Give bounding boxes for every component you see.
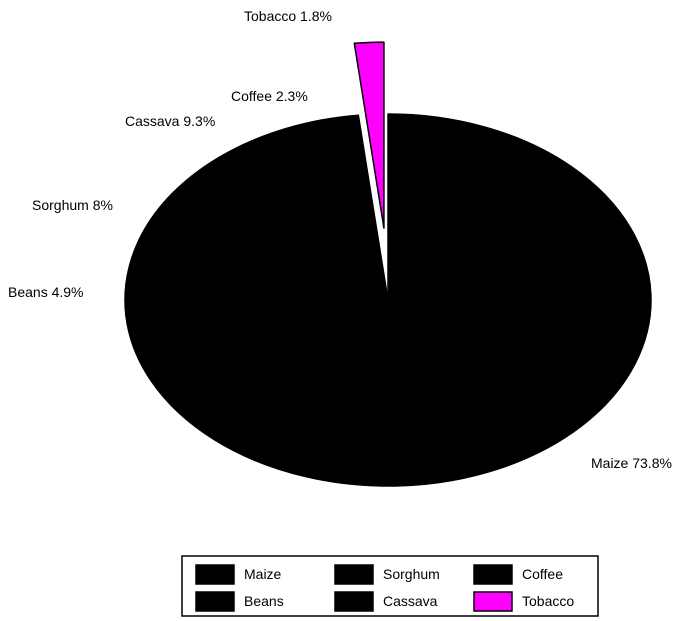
slice-label-maize: Maize 73.8% [591, 455, 672, 471]
legend-swatch-beans [195, 591, 235, 612]
legend-swatch-cassava [334, 591, 374, 612]
legend-label-sorghum: Sorghum [383, 566, 440, 582]
slice-label-tobacco: Tobacco 1.8% [244, 8, 332, 24]
legend-box [181, 555, 599, 617]
legend: Maize Sorghum Coffee Beans Cassava Tobacco [181, 555, 599, 617]
slice-label-beans: Beans 4.9% [8, 284, 84, 300]
slice-labels: Maize 73.8% Beans 4.9% Sorghum 8% Cassava 9… [8, 8, 672, 471]
slice-label-cassava: Cassava 9.3% [125, 113, 215, 129]
legend-label-beans: Beans [244, 593, 284, 609]
pie-slice-coffee [320, 114, 389, 301]
legend-swatch-coffee [473, 564, 513, 585]
legend-swatch-tobacco [473, 591, 513, 612]
slice-label-coffee: Coffee 2.3% [231, 88, 308, 104]
pie-slice-cassava [191, 119, 389, 301]
pie-slice-sorghum [131, 175, 389, 301]
legend-label-coffee: Coffee [522, 566, 563, 582]
legend-label-cassava: Cassava [383, 593, 438, 609]
legend-swatch-sorghum [334, 564, 374, 585]
legend-swatch-maize [195, 564, 235, 585]
pie-slice-tobacco [353, 41, 385, 229]
legend-label-tobacco: Tobacco [522, 593, 574, 609]
legend-label-maize: Maize [244, 566, 282, 582]
slice-label-sorghum: Sorghum 8% [32, 197, 113, 213]
pie-slices [124, 41, 652, 487]
